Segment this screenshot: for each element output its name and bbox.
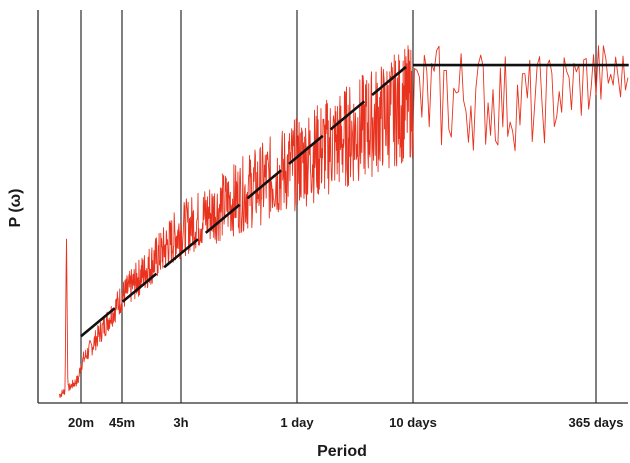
spectrum-series: [58, 45, 629, 398]
x-tick-label: 45m: [109, 415, 135, 430]
period-gridlines: [80, 10, 597, 403]
y-axis-title: P (ω): [7, 189, 24, 228]
x-tick-label: 365 days: [569, 415, 624, 430]
x-tick-label: 1 day: [280, 415, 314, 430]
x-tick-label: 20m: [68, 415, 94, 430]
spectrum-line: [58, 45, 629, 398]
x-tick-label: 3h: [173, 415, 188, 430]
fit-line-series: [80, 60, 629, 338]
x-tick-labels: 20m 45m 3h 1 day 10 days 365 days: [68, 415, 623, 430]
x-axis-title: Period: [317, 443, 367, 460]
fit-segment-0: [80, 60, 414, 338]
x-tick-label: 10 days: [389, 415, 437, 430]
